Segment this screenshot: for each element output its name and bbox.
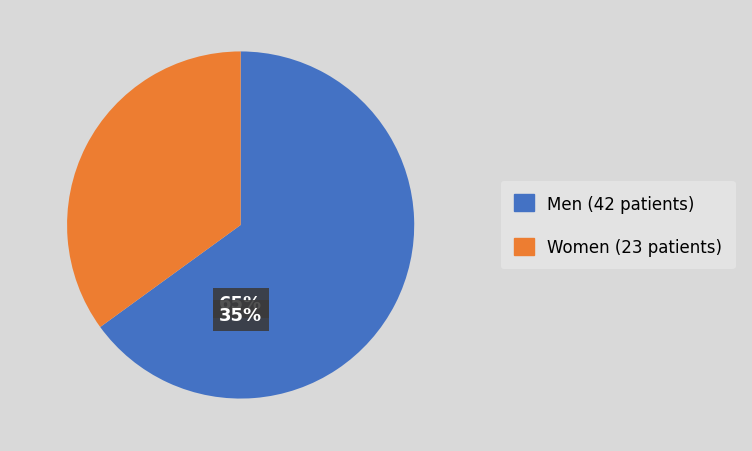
Text: 65%: 65% xyxy=(219,295,262,313)
Legend: Men (42 patients), Women (23 patients): Men (42 patients), Women (23 patients) xyxy=(501,182,735,269)
Wedge shape xyxy=(67,52,241,327)
Text: 35%: 35% xyxy=(219,307,262,325)
Wedge shape xyxy=(100,52,414,399)
